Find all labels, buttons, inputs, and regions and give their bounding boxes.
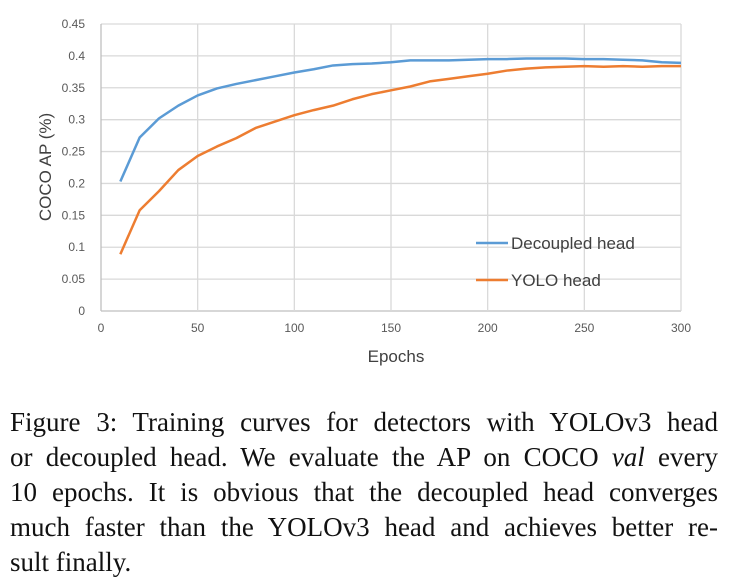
x-axis-label: Epochs	[368, 347, 425, 366]
series-line-yolo-head	[119, 64, 681, 255]
caption-italic-val: val	[611, 442, 645, 472]
y-tick-label: 0.4	[68, 49, 85, 63]
caption-line: 10 epochs. It is obvious that the decoup…	[10, 477, 718, 507]
legend-label: Decoupled head	[511, 234, 635, 253]
grid	[100, 23, 682, 312]
x-tick-label: 50	[191, 321, 205, 335]
caption-text: every	[644, 442, 718, 472]
x-tick-label: 150	[381, 321, 401, 335]
figure-caption: Figure 3: Training curves for detectors …	[10, 405, 718, 580]
series-lines	[119, 57, 682, 255]
x-tick-label: 0	[98, 321, 105, 335]
caption-line: sult finally.	[10, 547, 132, 577]
y-tick-label: 0.05	[62, 272, 86, 286]
caption-line: much faster than the YOLOv3 head and ach…	[10, 512, 718, 542]
x-tick-labels: 0 50 100 150 200 250 300	[98, 321, 692, 335]
series-line-decoupled-head	[119, 57, 682, 183]
caption-line: or decoupled head. We evaluate the AP on…	[10, 440, 718, 475]
y-axis-label: COCO AP (%)	[36, 113, 55, 221]
y-tick-label: 0.25	[62, 145, 86, 159]
legend-label: YOLO head	[511, 271, 601, 290]
training-curves-chart: 0 0.05 0.1 0.15 0.2 0.25 0.3 0.35 0.4 0.45 0 50 100…	[36, 17, 692, 366]
y-tick-label: 0.3	[68, 113, 85, 127]
y-tick-labels: 0 0.05 0.1 0.15 0.2 0.25 0.3 0.35 0.4 0.45	[62, 17, 86, 318]
x-tick-label: 100	[284, 321, 304, 335]
x-tick-label: 300	[671, 321, 691, 335]
y-tick-label: 0.15	[62, 208, 86, 222]
y-tick-label: 0.35	[62, 81, 86, 95]
caption-text: or decoupled head. We evaluate the AP on…	[10, 442, 612, 472]
y-tick-label: 0.1	[68, 240, 85, 254]
x-tick-label: 250	[574, 321, 594, 335]
caption-line: Figure 3: Training curves for detectors …	[10, 407, 718, 437]
y-tick-label: 0.2	[68, 176, 85, 190]
y-tick-label: 0	[78, 304, 85, 318]
x-tick-label: 200	[478, 321, 498, 335]
y-tick-label: 0.45	[62, 17, 86, 31]
legend: Decoupled head YOLO head	[476, 234, 635, 290]
